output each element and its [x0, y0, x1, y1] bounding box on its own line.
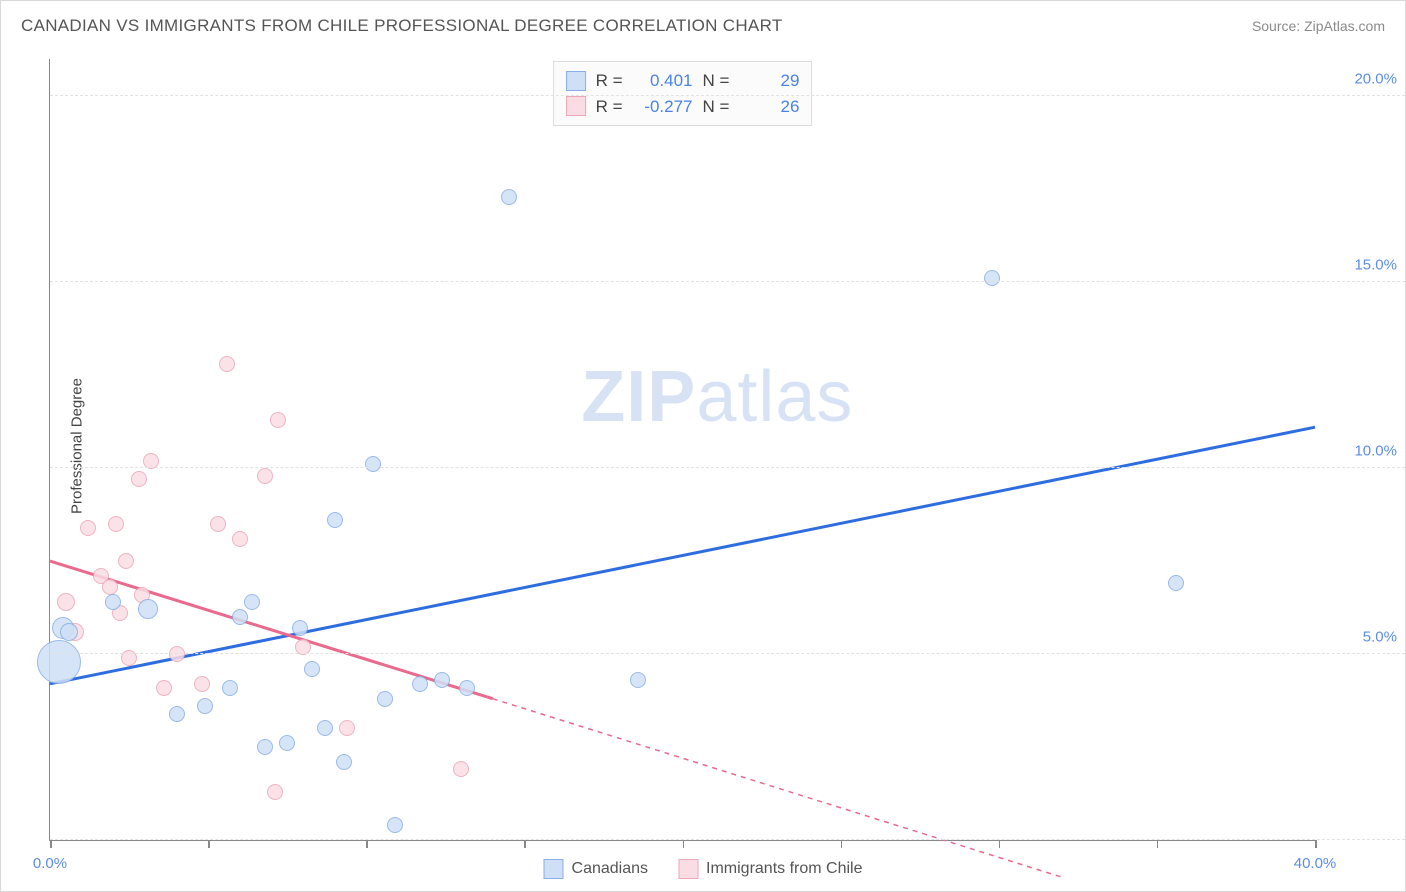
r-value-chile: -0.277: [633, 94, 693, 120]
r-label: R =: [596, 68, 623, 94]
y-tick-label: 20.0%: [1354, 71, 1397, 88]
n-value-canadians: 29: [739, 68, 799, 94]
data-point-chile: [270, 412, 286, 428]
data-point-chile: [156, 680, 172, 696]
x-tick: [208, 840, 210, 848]
data-point-canadians: [327, 512, 343, 528]
data-point-canadians: [37, 640, 81, 684]
legend-label-chile: Immigrants from Chile: [706, 860, 862, 878]
data-point-canadians: [244, 594, 260, 610]
x-tick: [999, 840, 1001, 848]
n-label: N =: [703, 94, 730, 120]
header: CANADIAN VS IMMIGRANTS FROM CHILE PROFES…: [1, 1, 1405, 51]
data-point-chile: [80, 520, 96, 536]
legend-row-chile: R = -0.277 N = 26: [566, 94, 800, 120]
swatch-canadians: [566, 71, 586, 91]
data-point-chile: [131, 471, 147, 487]
chart-title: CANADIAN VS IMMIGRANTS FROM CHILE PROFES…: [21, 16, 783, 36]
x-tick: [524, 840, 526, 848]
x-tick: [1157, 840, 1159, 848]
data-point-canadians: [279, 735, 295, 751]
data-point-canadians: [630, 672, 646, 688]
data-point-canadians: [197, 698, 213, 714]
y-tick-label: 15.0%: [1354, 257, 1397, 274]
data-point-canadians: [336, 754, 352, 770]
legend-row-canadians: R = 0.401 N = 29: [566, 68, 800, 94]
gridline: [50, 281, 1405, 282]
data-point-chile: [102, 579, 118, 595]
data-point-chile: [118, 553, 134, 569]
n-label: N =: [703, 68, 730, 94]
data-point-canadians: [105, 594, 121, 610]
data-point-chile: [57, 593, 75, 611]
source-label: Source: ZipAtlas.com: [1252, 18, 1385, 34]
x-tick: [50, 840, 52, 848]
plot-area: ZIPatlas R = 0.401 N = 29 R = -0.277 N =…: [49, 59, 1315, 841]
swatch-chile: [566, 96, 586, 116]
legend-item-chile: Immigrants from Chile: [678, 859, 862, 879]
swatch-chile: [678, 859, 698, 879]
y-tick-label: 5.0%: [1363, 629, 1397, 646]
data-point-canadians: [387, 817, 403, 833]
data-point-chile: [267, 784, 283, 800]
data-point-canadians: [434, 672, 450, 688]
data-point-canadians: [377, 691, 393, 707]
legend-item-canadians: Canadians: [544, 859, 649, 879]
bottom-legend: Canadians Immigrants from Chile: [544, 859, 863, 879]
gridline: [50, 839, 1405, 840]
data-point-canadians: [222, 680, 238, 696]
gridline: [50, 467, 1405, 468]
data-point-canadians: [60, 623, 78, 641]
data-point-canadians: [412, 676, 428, 692]
data-point-chile: [257, 468, 273, 484]
swatch-canadians: [544, 859, 564, 879]
data-point-chile: [194, 676, 210, 692]
data-point-chile: [232, 531, 248, 547]
legend-label-canadians: Canadians: [572, 860, 649, 878]
data-point-canadians: [304, 661, 320, 677]
data-point-chile: [108, 516, 124, 532]
data-point-chile: [169, 646, 185, 662]
data-point-canadians: [501, 189, 517, 205]
r-label: R =: [596, 94, 623, 120]
x-tick: [683, 840, 685, 848]
gridline: [50, 653, 1405, 654]
n-value-chile: 26: [739, 94, 799, 120]
data-point-chile: [339, 720, 355, 736]
x-tick: [366, 840, 368, 848]
data-point-canadians: [169, 706, 185, 722]
data-point-chile: [453, 761, 469, 777]
points-layer: [50, 59, 1315, 840]
chart-container: CANADIAN VS IMMIGRANTS FROM CHILE PROFES…: [0, 0, 1406, 892]
data-point-canadians: [317, 720, 333, 736]
x-tick-label: 40.0%: [1294, 855, 1337, 872]
data-point-canadians: [1168, 575, 1184, 591]
r-value-canadians: 0.401: [633, 68, 693, 94]
data-point-canadians: [257, 739, 273, 755]
data-point-canadians: [365, 456, 381, 472]
data-point-chile: [210, 516, 226, 532]
x-tick: [1315, 840, 1317, 848]
x-tick-label: 0.0%: [33, 855, 67, 872]
gridline: [50, 95, 1405, 96]
data-point-chile: [219, 356, 235, 372]
data-point-canadians: [138, 599, 158, 619]
data-point-canadians: [232, 609, 248, 625]
x-tick: [841, 840, 843, 848]
correlation-legend: R = 0.401 N = 29 R = -0.277 N = 26: [553, 61, 813, 126]
data-point-canadians: [459, 680, 475, 696]
data-point-canadians: [984, 270, 1000, 286]
data-point-canadians: [292, 620, 308, 636]
y-tick-label: 10.0%: [1354, 443, 1397, 460]
